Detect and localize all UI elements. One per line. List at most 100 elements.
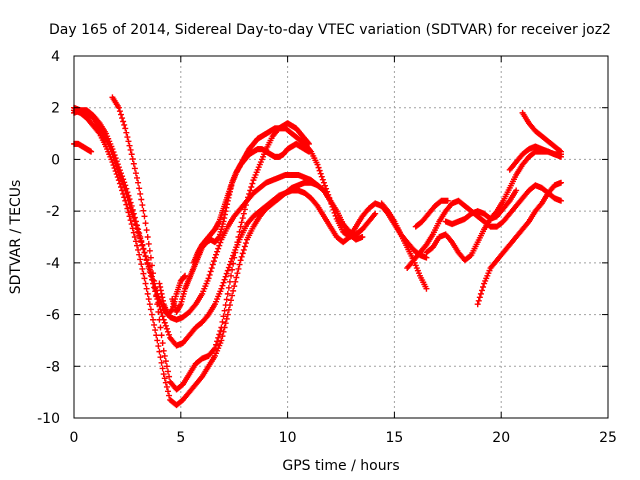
data-point <box>123 201 130 208</box>
data-point <box>139 202 146 209</box>
data-point <box>219 333 226 340</box>
data-point <box>115 164 122 171</box>
data-point <box>241 243 248 250</box>
data-point <box>130 160 137 167</box>
data-point <box>144 290 151 297</box>
data-point <box>480 283 487 290</box>
data-point <box>157 324 164 331</box>
data-point <box>422 243 429 250</box>
y-tick-label: -2 <box>46 204 60 220</box>
data-point <box>124 189 131 196</box>
x-tick-label: 20 <box>492 430 510 446</box>
data-point <box>120 176 127 183</box>
data-point <box>123 129 130 136</box>
data-point <box>152 327 159 334</box>
data-point <box>225 284 232 291</box>
data-point <box>140 207 147 214</box>
data-point <box>182 272 189 279</box>
data-point <box>211 254 218 261</box>
data-point <box>216 242 223 249</box>
data-point <box>142 220 149 227</box>
data-point <box>225 306 232 313</box>
data-point <box>131 234 138 240</box>
data-point <box>143 257 150 264</box>
data-point <box>215 334 222 341</box>
data-point <box>134 174 141 181</box>
data-point <box>116 108 123 115</box>
data-point <box>88 148 95 155</box>
data-point <box>314 161 321 168</box>
data-point <box>126 213 133 220</box>
y-tick-label: -6 <box>46 308 60 324</box>
data-point <box>121 179 128 186</box>
data-point <box>246 190 253 197</box>
data-point <box>154 301 161 308</box>
data-point <box>231 254 238 261</box>
data-point <box>130 229 137 236</box>
data-point <box>127 217 134 224</box>
data-point <box>177 302 184 309</box>
data-point <box>161 352 168 359</box>
data-point <box>123 185 130 192</box>
data-series <box>71 107 379 409</box>
data-point <box>162 322 169 329</box>
data-point <box>142 280 149 287</box>
data-point <box>216 331 223 338</box>
data-point <box>223 270 230 277</box>
x-axis-label: GPS time / hours <box>282 458 399 474</box>
data-point <box>153 293 160 300</box>
data-point <box>234 239 241 246</box>
data-point <box>225 264 232 271</box>
data-point <box>477 290 484 297</box>
data-point <box>159 365 166 372</box>
data-point <box>221 324 228 331</box>
x-tick-label: 10 <box>279 430 297 446</box>
x-tick-label: 25 <box>599 430 617 446</box>
data-point <box>191 302 198 309</box>
data-point <box>145 265 152 272</box>
data-point <box>115 104 122 111</box>
data-point <box>239 215 246 222</box>
data-point <box>143 227 150 234</box>
data-point <box>168 307 175 314</box>
data-point <box>210 258 217 265</box>
data-point <box>124 134 131 141</box>
data-point <box>113 171 120 178</box>
data-point <box>126 142 133 149</box>
data-point <box>119 187 126 194</box>
data-point <box>128 151 135 158</box>
data-point <box>237 223 244 230</box>
data-point <box>136 185 143 192</box>
data-point <box>242 240 249 247</box>
data-point <box>217 239 224 246</box>
data-point <box>163 325 170 332</box>
data-point <box>219 282 226 289</box>
data-point <box>120 190 127 197</box>
data-point <box>125 209 132 216</box>
data-point <box>150 316 157 323</box>
data-point <box>305 140 312 147</box>
data-point <box>144 234 151 240</box>
data-point <box>119 115 126 122</box>
data-point <box>423 285 430 292</box>
data-point <box>230 260 237 267</box>
data-point <box>226 302 233 309</box>
data-point <box>233 244 240 251</box>
data-point <box>317 170 324 177</box>
data-point <box>119 173 126 180</box>
y-tick-label: -10 <box>37 411 60 427</box>
data-point <box>558 148 565 155</box>
data-point <box>148 262 155 269</box>
data-point <box>134 222 141 229</box>
data-point <box>513 187 520 194</box>
data-point <box>157 354 164 361</box>
data-point <box>160 371 167 378</box>
data-point <box>238 219 245 226</box>
data-point <box>240 210 247 217</box>
data-point <box>226 278 233 285</box>
data-point <box>162 379 169 386</box>
data-series <box>423 148 565 264</box>
data-point <box>144 261 151 268</box>
data-point <box>156 348 163 355</box>
